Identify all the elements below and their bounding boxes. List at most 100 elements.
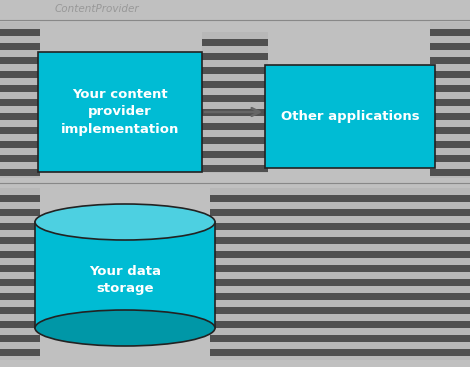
Bar: [0, 300, 40, 307]
Bar: [0, 36, 40, 43]
Bar: [210, 216, 470, 223]
Bar: [0, 195, 40, 202]
Bar: [0, 349, 40, 356]
Bar: [0, 162, 40, 169]
Bar: [265, 65, 435, 168]
Bar: [430, 92, 470, 99]
Bar: [430, 148, 470, 155]
Bar: [202, 39, 268, 46]
Bar: [210, 342, 470, 349]
Bar: [202, 88, 268, 95]
Bar: [210, 293, 470, 300]
Bar: [210, 251, 470, 258]
Bar: [0, 71, 40, 78]
Bar: [430, 64, 470, 71]
Bar: [202, 109, 268, 116]
Bar: [202, 60, 268, 67]
Bar: [210, 307, 470, 314]
Bar: [210, 321, 470, 328]
Bar: [0, 202, 40, 209]
Bar: [0, 50, 40, 57]
Bar: [0, 356, 40, 360]
Bar: [430, 127, 470, 134]
Bar: [210, 314, 470, 321]
Bar: [202, 123, 268, 130]
Bar: [0, 307, 40, 314]
Bar: [0, 22, 40, 29]
Bar: [430, 57, 470, 64]
Bar: [0, 57, 40, 64]
Bar: [430, 162, 470, 169]
Bar: [38, 52, 202, 172]
Bar: [0, 321, 40, 328]
Bar: [202, 137, 268, 144]
Bar: [0, 106, 40, 113]
Bar: [0, 286, 40, 293]
Bar: [202, 81, 268, 88]
Bar: [210, 335, 470, 342]
Bar: [210, 209, 470, 216]
Bar: [0, 216, 40, 223]
Bar: [202, 172, 268, 173]
Bar: [0, 335, 40, 342]
Bar: [0, 43, 40, 50]
Ellipse shape: [35, 310, 215, 346]
Bar: [0, 78, 40, 85]
Bar: [0, 244, 40, 251]
Bar: [0, 141, 40, 148]
Bar: [210, 188, 470, 195]
Bar: [0, 258, 40, 265]
Bar: [0, 169, 40, 176]
Bar: [0, 293, 40, 300]
Bar: [430, 36, 470, 43]
Bar: [0, 134, 40, 141]
Bar: [210, 265, 470, 272]
Bar: [0, 85, 40, 92]
Bar: [202, 46, 268, 53]
Bar: [0, 279, 40, 286]
Bar: [202, 144, 268, 151]
Bar: [0, 328, 40, 335]
Bar: [430, 155, 470, 162]
Bar: [430, 106, 470, 113]
Bar: [210, 279, 470, 286]
Bar: [202, 53, 268, 60]
Bar: [0, 237, 40, 244]
Bar: [0, 188, 40, 195]
Bar: [430, 120, 470, 127]
Bar: [202, 67, 268, 74]
Bar: [202, 151, 268, 158]
Bar: [202, 158, 268, 165]
Bar: [0, 29, 40, 36]
Bar: [430, 71, 470, 78]
Bar: [202, 95, 268, 102]
Bar: [0, 99, 40, 106]
Bar: [210, 202, 470, 209]
Bar: [210, 286, 470, 293]
Bar: [430, 43, 470, 50]
Bar: [0, 64, 40, 71]
Bar: [202, 32, 268, 39]
Bar: [430, 134, 470, 141]
Bar: [210, 356, 470, 360]
Bar: [430, 169, 470, 176]
Bar: [0, 148, 40, 155]
Bar: [430, 85, 470, 92]
Bar: [0, 272, 40, 279]
Bar: [202, 116, 268, 123]
FancyArrowPatch shape: [205, 108, 259, 116]
Text: Other applications: Other applications: [281, 110, 419, 123]
Bar: [0, 155, 40, 162]
Bar: [210, 195, 470, 202]
Bar: [0, 251, 40, 258]
Bar: [210, 300, 470, 307]
Bar: [430, 29, 470, 36]
Bar: [210, 258, 470, 265]
Bar: [430, 113, 470, 120]
Bar: [430, 141, 470, 148]
Bar: [0, 176, 40, 178]
Bar: [430, 99, 470, 106]
Bar: [202, 102, 268, 109]
Bar: [35, 222, 215, 328]
Bar: [210, 237, 470, 244]
